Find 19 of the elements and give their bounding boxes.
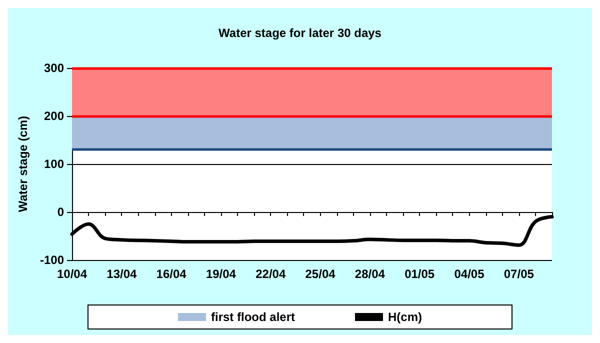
y-axis-title: Water stage (cm)	[16, 116, 30, 212]
x-tick-label: 10/04	[56, 267, 88, 281]
chart-title: Water stage for later 30 days	[218, 26, 382, 40]
x-tick-label: 19/04	[206, 267, 236, 281]
y-tick-label: 0	[57, 205, 64, 219]
x-tick-label: 22/04	[256, 267, 286, 281]
y-tick-label: 300	[44, 61, 64, 75]
x-tick-label: 04/05	[454, 267, 485, 281]
x-tick-label: 07/05	[504, 267, 534, 281]
y-tick-label: 200	[44, 109, 64, 123]
legend-label: H(cm)	[388, 310, 422, 324]
y-tick-label: -100	[40, 253, 64, 267]
x-tick-label: 13/04	[106, 267, 137, 281]
y-tick-label: 100	[44, 157, 64, 171]
x-tick-label: 01/05	[404, 267, 435, 281]
x-tick-label: 16/04	[156, 267, 187, 281]
x-tick-label: 25/04	[305, 267, 336, 281]
x-tick-label: 28/04	[354, 267, 386, 281]
legend-label: first flood alert	[210, 310, 296, 324]
